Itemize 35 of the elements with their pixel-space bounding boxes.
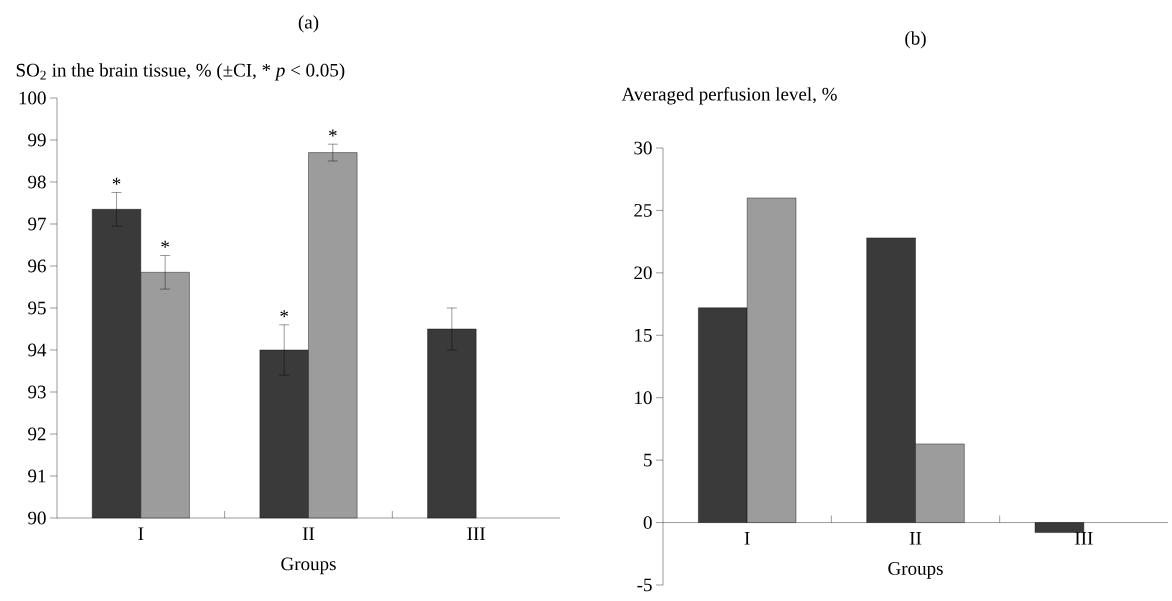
y-tick-label: 96 <box>28 259 46 273</box>
y-tick-label: 90 <box>28 511 46 525</box>
y-tick-label: 0 <box>643 516 652 529</box>
x-tick-label: I <box>138 527 144 540</box>
annotation: * <box>112 177 121 185</box>
chart-title: (b) <box>905 31 926 49</box>
annotation: * <box>328 129 337 137</box>
y-tick-label: 30 <box>634 141 652 155</box>
x-tick-label: I <box>744 532 750 545</box>
y-tick-label: -5 <box>637 578 652 592</box>
annotation: * <box>161 240 169 248</box>
x-tick-label: II <box>909 532 922 545</box>
y-tick-label: 91 <box>28 469 46 483</box>
y-tick-label: 25 <box>634 204 652 217</box>
y-tick-label: 99 <box>28 133 46 147</box>
y-tick-label: 92 <box>28 427 46 441</box>
y-tick-label: 93 <box>28 385 46 399</box>
y-axis-title: Averaged perfusion level, % <box>621 87 837 105</box>
y-axis-title: SO$_{2}$ in the brain tissue, % (±CI, *p < 0.05) <box>16 63 345 81</box>
y-tick-label: 100 <box>19 91 46 105</box>
y-tick-label: 20 <box>634 266 652 280</box>
annotation: * <box>280 310 289 318</box>
y-tick-label: 97 <box>28 217 46 231</box>
y-tick-label: 10 <box>635 391 652 405</box>
y-tick-label: 15 <box>635 328 652 342</box>
x-tick-label: II <box>302 527 315 540</box>
y-tick-label: 95 <box>28 301 46 315</box>
y-tick-label: 94 <box>28 343 47 357</box>
x-axis-title: Groups <box>281 557 336 575</box>
x-tick-label: III <box>1075 532 1093 545</box>
chart-title: (a) <box>298 15 319 33</box>
y-tick-label: 5 <box>644 453 652 467</box>
x-tick-label: III <box>467 527 485 540</box>
x-axis-title: Groups <box>888 562 943 579</box>
y-tick-label: 98 <box>28 175 46 189</box>
